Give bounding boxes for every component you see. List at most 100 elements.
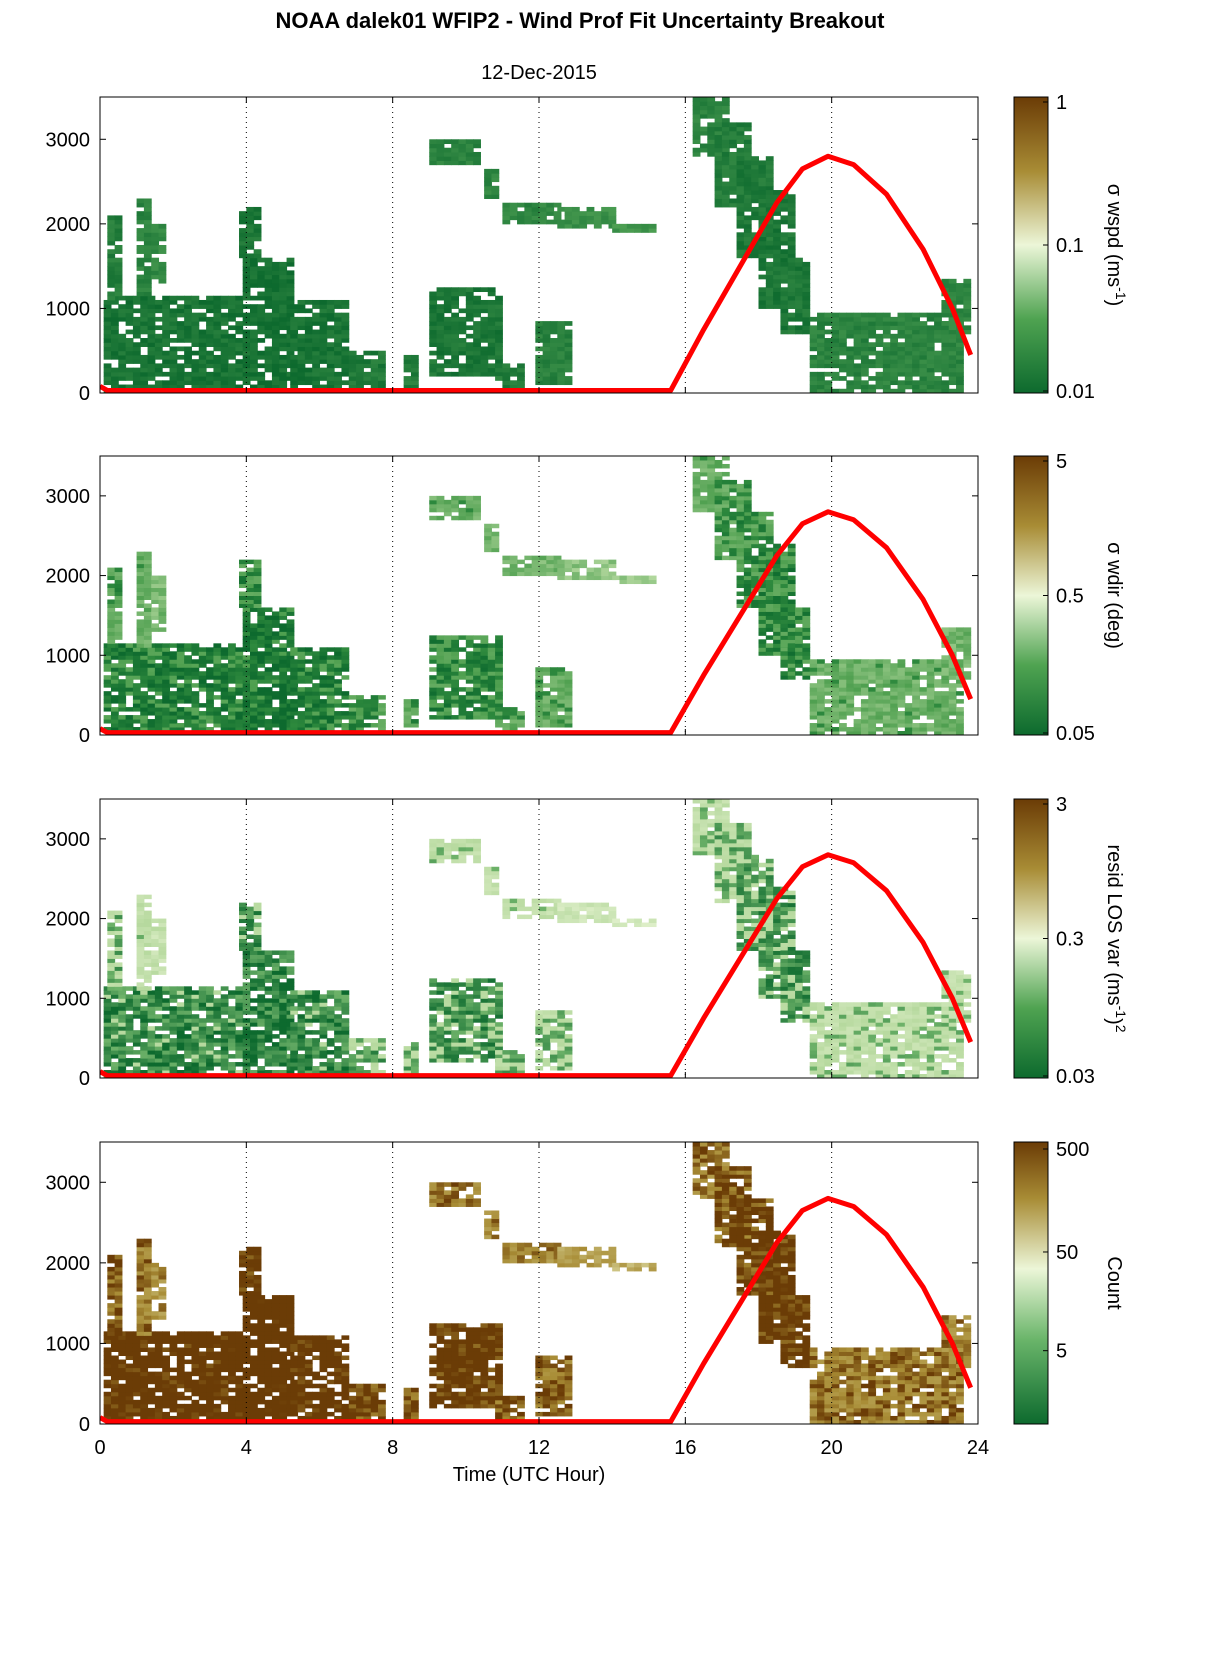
heat-cell [191, 675, 200, 680]
heat-cell [480, 667, 489, 672]
heat-cell [780, 559, 789, 565]
heat-cell [103, 367, 112, 373]
heat-cell [235, 998, 244, 1003]
heat-cell [787, 253, 796, 259]
heat-cell [114, 635, 123, 640]
heat-cell [304, 299, 313, 305]
heat-cell [714, 535, 723, 541]
heat-cell [118, 1010, 127, 1015]
heat-cell [110, 1030, 119, 1035]
heat-cell [363, 707, 372, 712]
heat-cell [136, 283, 145, 288]
heat-cell [107, 240, 116, 246]
heat-cell [143, 607, 152, 612]
heat-cell [758, 160, 767, 166]
heat-cell [758, 519, 767, 525]
heat-cell [890, 350, 899, 356]
heat-cell [239, 236, 247, 242]
heat-cell [868, 711, 877, 716]
heat-cell [191, 338, 200, 343]
heat-cell [249, 639, 258, 644]
heat-cell [147, 994, 156, 999]
heat-cell [213, 1038, 222, 1043]
heat-cell [721, 130, 730, 136]
heat-cell [312, 380, 320, 386]
heat-cell [648, 228, 657, 233]
heat-cell [882, 695, 891, 700]
heat-cell [378, 703, 386, 708]
heat-cell [787, 236, 796, 242]
heat-cell [125, 1030, 134, 1035]
heat-cell [480, 659, 489, 664]
heat-cell [751, 253, 759, 259]
heat-cell [751, 519, 759, 525]
heat-cell [334, 304, 342, 309]
heat-cell [846, 371, 855, 377]
heat-cell [904, 715, 913, 720]
heat-cell [465, 511, 474, 517]
heat-cell [758, 287, 767, 293]
heat-cell [736, 531, 745, 537]
heat-cell [176, 325, 185, 331]
heat-cell [846, 679, 855, 684]
heat-cell [780, 571, 789, 577]
heat-cell [451, 691, 460, 696]
heat-cell [765, 291, 774, 297]
heat-cell [140, 367, 149, 373]
heat-cell [795, 261, 803, 267]
heat-cell [721, 109, 730, 115]
heat-cell [473, 367, 481, 373]
heat-cell [926, 687, 935, 692]
heat-cell [517, 219, 525, 225]
heat-cell [890, 715, 899, 720]
heat-cell [370, 707, 379, 712]
heat-cell [151, 245, 160, 250]
heat-cell [304, 723, 313, 728]
heat-cell [257, 651, 266, 656]
heat-cell [378, 371, 386, 377]
heat-cell [787, 206, 796, 212]
heat-cell [114, 567, 123, 573]
heat-cell [103, 990, 112, 995]
heat-cell [176, 1070, 185, 1075]
heat-cell [206, 655, 214, 660]
heat-cell [549, 376, 558, 381]
heat-cell [897, 342, 906, 347]
heat-cell [802, 329, 811, 335]
heat-cell [136, 583, 145, 589]
heat-cell [809, 388, 818, 393]
heat-cell [539, 202, 547, 208]
heat-cell [140, 671, 149, 676]
heat-cell [114, 219, 123, 225]
heat-cell [118, 1042, 127, 1047]
heat-cell [443, 651, 452, 656]
heat-cell [356, 380, 364, 386]
heat-cell [356, 371, 364, 377]
heat-cell [707, 491, 716, 497]
heat-cell [557, 575, 566, 581]
heat-cell [429, 659, 438, 664]
heat-cell [824, 699, 833, 704]
heat-cell [524, 202, 533, 208]
heat-cell [882, 715, 891, 720]
heat-cell [228, 1018, 236, 1023]
heat-cell [257, 321, 266, 326]
heat-cell [736, 599, 745, 604]
heat-cell [198, 346, 207, 352]
heat-cell [107, 627, 116, 632]
heat-cell [868, 675, 877, 680]
heat-cell [853, 731, 862, 735]
heat-cell [326, 380, 335, 386]
heat-cell [162, 990, 171, 995]
heat-cell [480, 287, 489, 293]
heat-cell [948, 380, 957, 386]
heat-cell [334, 719, 342, 724]
heat-cell [743, 160, 752, 166]
heat-cell [140, 299, 149, 305]
heat-cell [736, 487, 745, 493]
heat-cell [242, 643, 251, 648]
heat-cell [846, 711, 855, 716]
heat-cell [692, 507, 701, 513]
heat-cell [429, 667, 438, 672]
